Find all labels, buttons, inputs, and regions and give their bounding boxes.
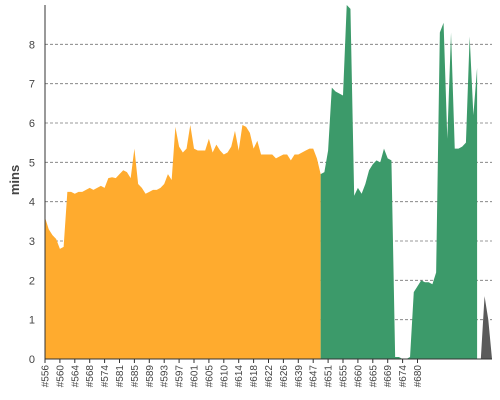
x-tick-label: #568 xyxy=(85,365,96,388)
x-tick-label: #605 xyxy=(204,365,215,388)
x-tick-label: #597 xyxy=(175,365,186,388)
y-tick-label: 0 xyxy=(29,354,35,366)
area-unstable xyxy=(477,296,492,359)
x-tick-label: #593 xyxy=(160,365,171,388)
y-tick-label: 5 xyxy=(29,157,35,169)
x-tick-label: #556 xyxy=(41,365,52,388)
y-tick-label: 8 xyxy=(29,39,35,51)
area-series xyxy=(45,5,492,359)
y-tick-label: 4 xyxy=(29,197,35,209)
y-axis-title: mins xyxy=(7,165,22,195)
x-tick-label: #585 xyxy=(130,365,141,388)
y-tick-label: 6 xyxy=(29,118,35,130)
x-tick-label: #560 xyxy=(55,365,66,388)
area-fail xyxy=(320,5,478,359)
x-tick-label: #680 xyxy=(413,365,424,388)
y-tick-label: 2 xyxy=(29,275,35,287)
x-tick-label: #669 xyxy=(383,365,394,388)
x-tick-labels: #556 #560 #564 #568 #574 #581 #585 #589 #593 #597… xyxy=(41,359,424,388)
x-tick-label: #574 xyxy=(100,365,111,388)
y-tick-label: 1 xyxy=(29,315,35,327)
x-tick-label: #618 xyxy=(249,365,260,388)
y-tick-labels: 0 1 2 3 4 5 6 7 8 xyxy=(29,39,35,366)
x-tick-label: #581 xyxy=(115,365,126,388)
x-tick-label: #665 xyxy=(368,365,379,388)
x-tick-label: #639 xyxy=(294,365,305,388)
y-tick-label: 7 xyxy=(29,79,35,91)
y-tick-label: 3 xyxy=(29,236,35,248)
x-tick-label: #589 xyxy=(145,365,156,388)
x-tick-label: #655 xyxy=(339,365,350,388)
x-tick-label: #651 xyxy=(324,365,335,388)
area-pass xyxy=(45,124,321,359)
x-tick-label: #647 xyxy=(309,365,320,388)
x-tick-label: #610 xyxy=(219,365,230,388)
x-tick-label: #674 xyxy=(398,365,409,388)
x-tick-label: #601 xyxy=(190,365,201,388)
x-tick-label: #564 xyxy=(70,365,81,388)
x-tick-label: #660 xyxy=(353,365,364,388)
x-tick-label: #614 xyxy=(234,365,245,388)
x-tick-label: #622 xyxy=(264,365,275,388)
x-tick-label: #626 xyxy=(279,365,290,388)
